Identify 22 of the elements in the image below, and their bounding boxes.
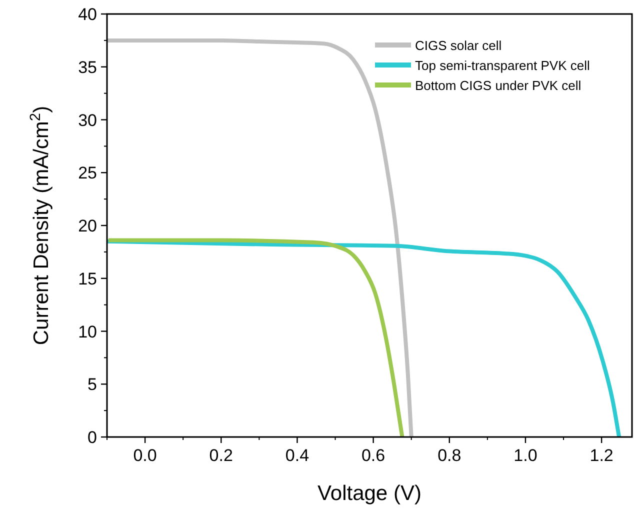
x-tick-label: 1.0	[514, 446, 538, 465]
x-tick-label: 0.8	[438, 446, 462, 465]
y-tick-label: 15	[78, 269, 97, 288]
x-tick-label: 0.4	[285, 446, 310, 465]
y-tick-label: 5	[88, 375, 97, 394]
legend-label: Bottom CIGS under PVK cell	[415, 78, 582, 93]
x-axis-title: Voltage (V)	[318, 482, 422, 505]
line-series	[107, 38, 414, 437]
y-tick-label: 35	[78, 58, 97, 77]
x-tick-label: 1.2	[590, 446, 614, 465]
x-tick-label: 0.2	[209, 446, 233, 465]
y-tick-label: 0	[88, 428, 97, 447]
y-tick-label: 30	[78, 110, 97, 130]
line-series	[107, 238, 404, 437]
legend-label: Top semi-transparent PVK cell	[415, 58, 590, 73]
x-tick-label: 0.0	[133, 446, 157, 465]
y-tick-label: 10	[78, 322, 97, 342]
y-tick-label: 40	[78, 5, 97, 24]
legend-label: CIGS solar cell	[415, 38, 502, 53]
y-tick-label: 25	[78, 164, 97, 183]
y-tick-label: 20	[78, 216, 97, 236]
x-tick-label: 0.6	[361, 446, 386, 465]
